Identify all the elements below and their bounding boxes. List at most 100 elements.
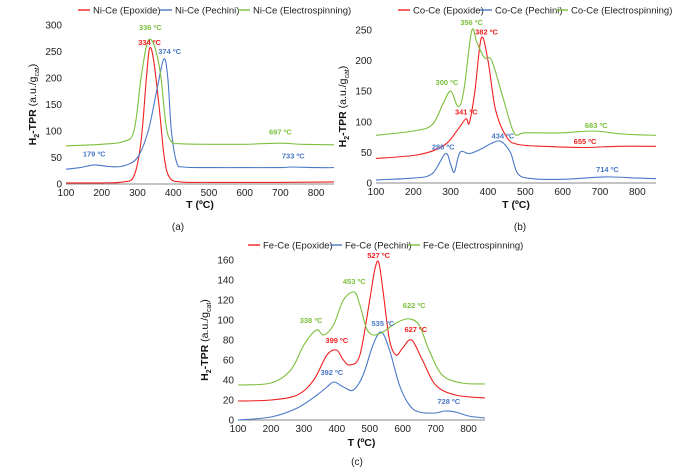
y-tick-label: 60 [223,356,235,367]
peak-annotation: 697 ºC [269,128,292,137]
x-axis-title: T (ºC) [186,199,214,211]
legend-label: Ni-Ce (Pechini) [175,6,239,17]
y-title-rest: -TPR [199,344,211,369]
y-title-unit-sub: cat [344,69,351,78]
x-tick-label: 700 [427,424,444,435]
y-title-unit: (a.u./g [27,76,39,106]
y-tick-label: 0 [56,180,62,191]
series-line-2 [65,58,335,170]
y-title-sub: 2 [34,134,41,138]
x-tick-label: 600 [236,188,253,199]
series-line-3 [65,38,335,147]
y-tick-label: 20 [223,396,235,407]
y-tick-label: 100 [355,117,372,128]
y-tick-label: 100 [45,127,62,138]
y-title-unit: (a.u./g [199,312,211,342]
y-title-h: H [27,138,39,146]
series-line-1 [375,36,657,160]
y-tick-label: 40 [223,376,235,387]
peak-annotation: 392 ºC [320,368,343,377]
peak-annotation: 374 ºC [158,47,181,56]
x-tick-label: 800 [308,188,325,199]
legend-label: Co-Ce (Pechini) [495,6,563,17]
peak-annotation: 334 ºC [138,38,161,47]
peak-annotation: 535 ºC [372,319,395,328]
x-tick-label: 800 [629,187,646,198]
series-line-1 [65,46,335,184]
x-tick-label: 300 [442,187,459,198]
peak-annotation: 655 ºC [574,137,597,146]
x-tick-label: 800 [460,424,477,435]
legend-label: Ni-Ce (Electrospinning) [253,6,351,17]
peak-annotation: 622 ºC [403,301,426,310]
y-tick-label: 80 [223,336,235,347]
y-tick-label: 300 [45,21,62,32]
y-axis-title: H2-TPR (a.u./gcat) [27,64,41,146]
legend-label: Fe-Ce (Electrospinning) [423,241,523,252]
x-tick-label: 700 [272,188,289,199]
series-line-1 [237,260,486,402]
y-title-unit-sub: cat [34,67,41,76]
x-tick-label: 600 [394,424,411,435]
y-tick-label: 100 [217,316,234,327]
legend-label: Fe-Ce (Epoxide) [263,241,333,252]
x-axis-title: T (ºC) [348,437,376,449]
legend-label: Fe-Ce (Pechini) [345,241,412,252]
x-tick-label: 200 [263,424,280,435]
y-tick-label: 160 [217,256,234,267]
y-title-unit: (a.u./g [337,78,349,108]
x-tick-label: 100 [58,188,75,199]
y-tick-label: 250 [45,47,62,58]
x-tick-label: 500 [517,187,534,198]
x-tick-label: 500 [201,188,218,199]
y-title-unit-end: ) [27,64,39,68]
y-title-h: H [337,140,349,148]
panel-label: (a) [172,222,184,233]
peak-annotation: 341 ºC [455,107,478,116]
peak-annotation: 714 ºC [596,165,619,174]
x-tick-label: 400 [328,424,345,435]
peak-annotation: 300 ºC [436,78,459,87]
y-tick-label: 50 [361,148,373,159]
peak-annotation: 336 ºC [139,23,162,32]
panel-label: (c) [351,457,363,468]
legend-label: Co-Ce (Electrospinning) [571,6,672,17]
x-tick-label: 200 [405,187,422,198]
peak-annotation: 356 ºC [460,18,483,27]
y-title-unit-sub: cat [206,303,213,312]
x-tick-label: 300 [129,188,146,199]
y-title-sub: 2 [344,136,351,140]
y-tick-label: 250 [355,26,372,37]
y-tick-label: 150 [45,100,62,111]
x-tick-label: 600 [554,187,571,198]
y-tick-label: 200 [45,74,62,85]
peak-annotation: 527 ºC [367,251,390,260]
peak-annotation: 382 ºC [475,27,498,36]
peak-annotation: 627 ºC [404,325,427,334]
x-tick-label: 100 [230,424,247,435]
x-tick-label: 300 [296,424,313,435]
y-title-sub: 2 [206,369,213,373]
y-title-rest: -TPR [337,111,349,136]
x-tick-label: 200 [93,188,110,199]
y-title-rest: -TPR [27,109,39,134]
y-title-unit-end: ) [337,66,349,70]
peak-annotation: 399 ºC [325,336,348,345]
series-line-3 [237,291,486,386]
y-tick-label: 150 [355,87,372,98]
peak-annotation: 733 ºC [282,152,305,161]
peak-annotation: 728 ºC [437,397,460,406]
chart-panel-3: 0 20 40 60 80 100 120 140 160 100 200 300 400 500 600 7… [199,241,523,469]
y-tick-label: 0 [228,416,234,427]
y-tick-label: 120 [217,296,234,307]
y-title-h: H [199,373,211,381]
chart-panel-1: 0 50 100 150 200 250 300 100 200 300 400 500 600 700 8… [27,6,351,234]
y-axis-title: H2-TPR (a.u./gcat) [199,299,213,381]
y-tick-label: 140 [217,276,234,287]
peak-annotation: 453 ºC [343,277,366,286]
chart-panel-2: 0 50 100 150 200 250 100 200 300 400 500 600 700 800 T… [337,6,672,234]
y-axis-title: H2-TPR (a.u./gcat) [337,66,351,148]
y-tick-label: 50 [51,153,63,164]
legend-label: Co-Ce (Epoxide) [413,6,484,17]
